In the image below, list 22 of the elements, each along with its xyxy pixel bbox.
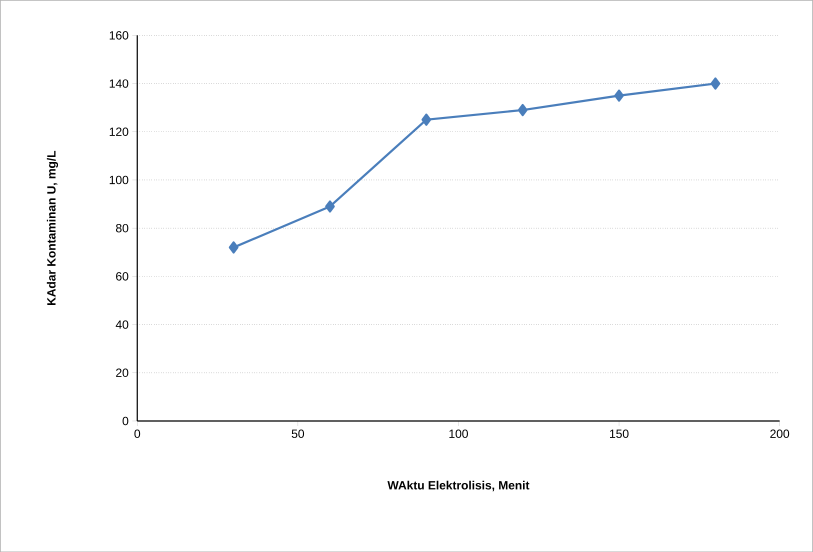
point [614, 89, 624, 102]
y-tick-label: 160 [110, 31, 128, 40]
point [710, 77, 720, 90]
y-tick-label: 140 [110, 79, 128, 88]
point [421, 113, 432, 126]
y-tick-label: 20 [116, 368, 128, 377]
y-tick-label: 0 [122, 416, 128, 426]
y-tick-label: 120 [110, 127, 128, 136]
x-tick-label: 200 [770, 429, 790, 438]
y-tick-label: 60 [116, 272, 128, 280]
x-tick-label: 0 [134, 429, 140, 438]
x-tick-label: 100 [449, 429, 468, 438]
y-tick-label: 80 [116, 224, 128, 232]
x-tick-label: 50 [292, 429, 304, 438]
y-tick-label: 40 [116, 320, 128, 329]
point [518, 104, 528, 116]
point [325, 200, 335, 212]
y-axis-title: KAdar Kontaminan U, mg/L [46, 150, 58, 305]
point [228, 241, 238, 254]
y-tick-label: 100 [110, 176, 128, 184]
x-tick-label: 150 [610, 429, 629, 438]
x-axis-title: WAktu Elektrolisis, Menit [387, 480, 530, 492]
